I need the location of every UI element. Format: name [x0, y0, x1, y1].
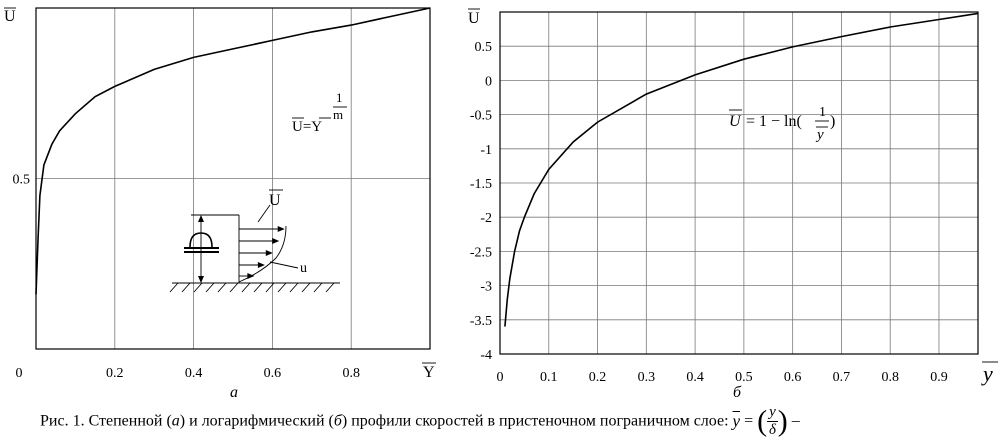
- x-tick-label-b: 0.7: [833, 370, 851, 385]
- formula-exp-num: 1: [336, 90, 343, 105]
- y-axis-label-b: U: [468, 10, 480, 27]
- log-law-chart: 0 0.1 0.2 0.3 0.4 0.5 0.6 0.7 0.8 0.9 0.5 0 -0.5 -1 -…: [468, 8, 998, 401]
- sketch-u-leader: [257, 204, 271, 223]
- y-tick-label-b: 0.5: [475, 40, 493, 55]
- panel-label-b: б: [733, 384, 742, 401]
- formula-annotation-b: U = 1 − ln( 1 y ): [729, 105, 835, 143]
- velocity-arrowhead: [247, 273, 255, 279]
- sketch-u-small-leader: [269, 261, 299, 269]
- velocity-arrowhead: [265, 250, 273, 256]
- hatch-line: [313, 282, 323, 293]
- hatch-line: [301, 282, 311, 293]
- y-tick-label-b: -2: [480, 211, 492, 226]
- x-tick-label-b: 0.4: [686, 370, 704, 385]
- x-tick-label-b: 0.9: [930, 370, 948, 385]
- caption-paren-close: ): [777, 404, 788, 438]
- caption-frac-num: y: [767, 404, 778, 422]
- x-tick-label-b: 0.8: [881, 370, 899, 385]
- x-tick-labels-b: 0 0.1 0.2 0.3 0.4 0.5 0.6 0.7 0.8 0.9: [497, 370, 948, 385]
- y-tick-label-b: -1.5: [470, 177, 492, 192]
- hatch-line: [181, 282, 191, 293]
- caption-mid1: ) и логарифмический (: [179, 412, 334, 430]
- formula-lhs-a: U=Y: [292, 119, 322, 135]
- x-tick-label-a: 0.4: [185, 366, 203, 381]
- formula-exp-den: m: [333, 107, 343, 122]
- hatch-line: [205, 282, 215, 293]
- sketch-label-inner: u: [300, 261, 307, 276]
- caption-dash: –: [787, 412, 800, 430]
- x-tick-label-b: 0.5: [735, 370, 753, 385]
- hatch-line: [265, 282, 275, 293]
- grid-a: [36, 8, 430, 349]
- hatch-line: [229, 282, 239, 293]
- boundary-layer-sketch: U u: [169, 189, 340, 293]
- velocity-arrowhead: [277, 226, 285, 232]
- caption-ref-a: а: [171, 412, 180, 430]
- hatch-line: [193, 282, 203, 293]
- hatch-line: [325, 282, 335, 293]
- hatch-line: [217, 282, 227, 293]
- x-tick-labels-a: 0 0.2 0.4 0.6 0.8: [16, 366, 360, 381]
- grid-b: [500, 12, 978, 354]
- caption-paren-open: (: [757, 404, 768, 438]
- caption-mid2: ) профили скоростей в пристеночном погра…: [341, 412, 733, 430]
- caption-var: y: [732, 411, 741, 431]
- y-tick-label-b: -3.5: [470, 314, 492, 329]
- panel-label-a: а: [230, 384, 238, 401]
- x-axis-label-a: Y: [423, 364, 435, 381]
- series-line-b: [504, 12, 979, 327]
- y-tick-label-a: 0.5: [13, 173, 31, 188]
- series-line-a: [35, 7, 431, 295]
- sketch-velocity-profile: [238, 225, 287, 283]
- hatch-line: [253, 282, 263, 293]
- x-tick-label-b: 0.2: [589, 370, 607, 385]
- x-axis-label-b: y: [981, 361, 993, 386]
- hatch-line: [241, 282, 251, 293]
- sketch-label-outer: U: [269, 192, 281, 209]
- sketch-velocity-arrows: [239, 226, 285, 279]
- velocity-arrowhead: [272, 238, 280, 244]
- formula-rhs-b: = 1 − ln(: [746, 113, 802, 130]
- x-tick-label-a: 0: [16, 366, 23, 381]
- delta-symbol-icon: [184, 232, 219, 253]
- sketch-wall-hatching: [169, 282, 335, 293]
- x-tick-label-b: 0.6: [784, 370, 802, 385]
- figure-caption: Рис. 1. Степенной (а) и логарифмический …: [40, 404, 1000, 444]
- plot-frame-a: [35, 7, 431, 350]
- caption-eq: =: [740, 412, 758, 430]
- sketch-delta-arrow-down: [198, 276, 204, 283]
- formula-close-b: ): [830, 113, 835, 130]
- formula-lhs-b: U: [729, 113, 742, 130]
- hatch-line: [277, 282, 287, 293]
- x-tick-label-a: 0.2: [106, 366, 124, 381]
- y-tick-label-b: -3: [480, 280, 492, 295]
- sketch-delta-arrow-up: [198, 215, 204, 222]
- y-tick-labels-b: 0.5 0 -0.5 -1 -1.5 -2 -2.5 -3 -3.5 -4: [470, 40, 492, 363]
- formula-frac-num-b: 1: [819, 105, 826, 120]
- y-tick-label-b: 0: [485, 74, 492, 89]
- hatch-line: [169, 282, 179, 293]
- hatch-line: [289, 282, 299, 293]
- power-law-chart: 0 0.2 0.4 0.6 0.8 0.5 U Y а U=Y 1 m: [4, 7, 436, 401]
- y-tick-labels-a: 0.5: [13, 173, 31, 188]
- caption-frac-den: δ: [768, 422, 776, 438]
- y-tick-label-b: -0.5: [470, 109, 492, 124]
- formula-frac-den-b: y: [815, 127, 824, 143]
- x-tick-label-b: 0.3: [638, 370, 656, 385]
- velocity-arrowhead: [257, 262, 265, 268]
- x-tick-label-b: 0.1: [540, 370, 558, 385]
- plot-frame-b: [499, 11, 979, 355]
- x-tick-label-b: 0: [497, 370, 504, 385]
- y-tick-label-b: -1: [480, 143, 492, 158]
- x-tick-label-a: 0.8: [342, 366, 360, 381]
- y-axis-label-a: U: [4, 8, 16, 25]
- caption-prefix: Рис. 1. Степенной (: [40, 412, 172, 430]
- y-tick-label-b: -4: [480, 348, 492, 363]
- formula-annotation-a: U=Y 1 m: [292, 90, 347, 135]
- y-tick-label-b: -2.5: [470, 245, 492, 260]
- x-tick-label-a: 0.6: [264, 366, 282, 381]
- caption-ref-b: б: [333, 412, 342, 430]
